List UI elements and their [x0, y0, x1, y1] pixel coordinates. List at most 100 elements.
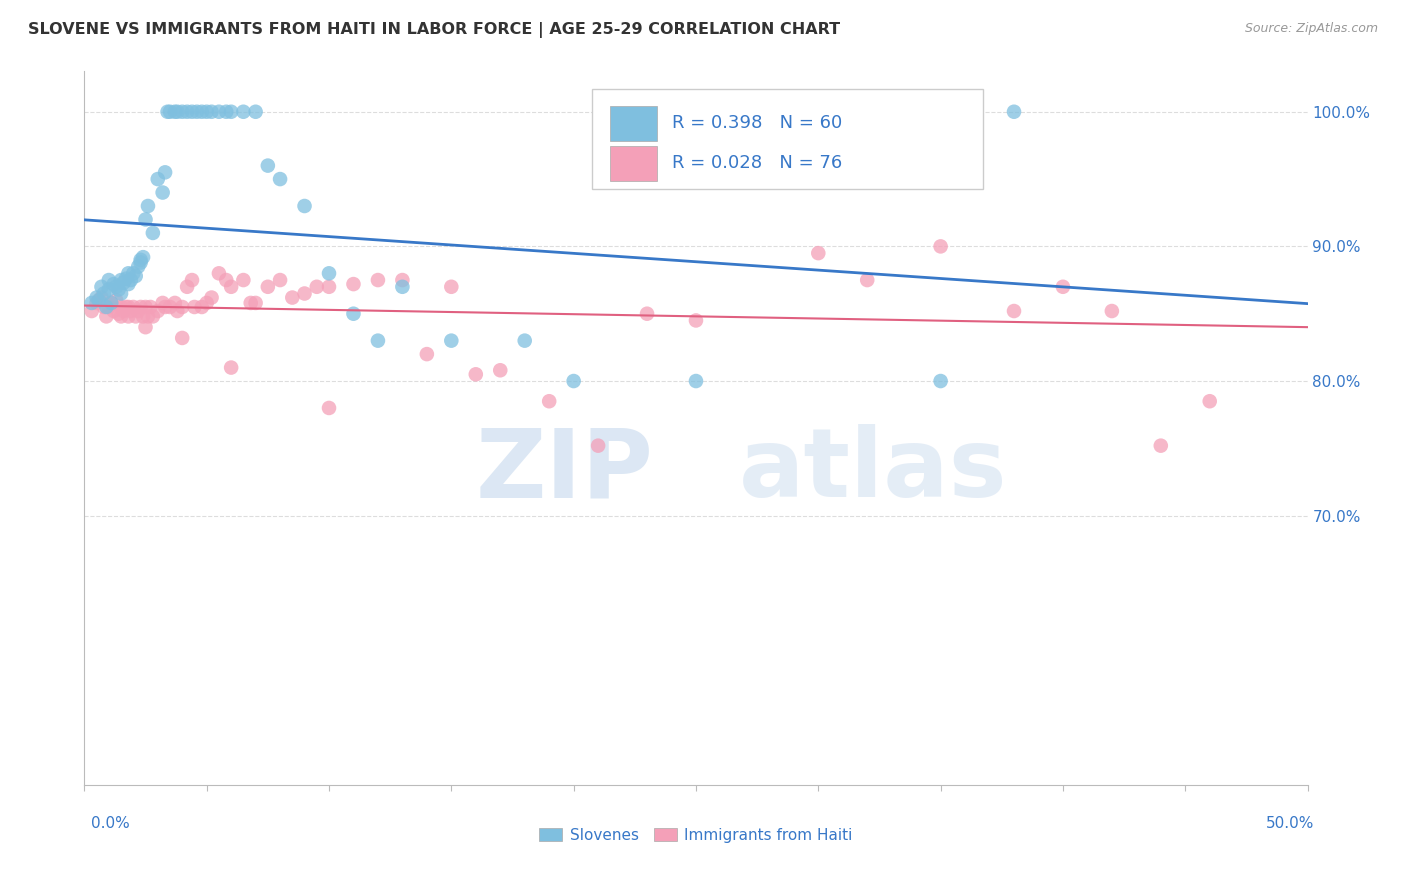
- Point: [856, 273, 879, 287]
- Point: [120, 304, 142, 318]
- Point: [129, 252, 152, 267]
- Point: [245, 296, 267, 310]
- Point: [117, 300, 139, 314]
- Point: [440, 334, 463, 348]
- Point: [186, 104, 208, 119]
- Point: [342, 277, 364, 291]
- Point: [86, 291, 108, 305]
- Point: [90, 291, 112, 305]
- Text: SLOVENE VS IMMIGRANTS FROM HAITI IN LABOR FORCE | AGE 25-29 CORRELATION CHART: SLOVENE VS IMMIGRANTS FROM HAITI IN LABO…: [28, 22, 841, 38]
- Point: [146, 304, 169, 318]
- Point: [129, 300, 152, 314]
- Point: [257, 159, 280, 173]
- Point: [97, 283, 120, 297]
- Point: [80, 304, 103, 318]
- Point: [163, 296, 186, 310]
- Point: [135, 320, 157, 334]
- Point: [159, 104, 181, 119]
- Bar: [610, 106, 657, 141]
- Point: [191, 300, 214, 314]
- Point: [758, 104, 780, 119]
- Point: [269, 273, 291, 287]
- Point: [489, 363, 512, 377]
- Point: [464, 368, 486, 382]
- Point: [125, 310, 148, 324]
- Point: [103, 304, 125, 318]
- Text: Source: ZipAtlas.com: Source: ZipAtlas.com: [1244, 22, 1378, 36]
- Point: [117, 310, 139, 324]
- Point: [136, 199, 159, 213]
- Point: [172, 300, 194, 314]
- Point: [93, 300, 115, 314]
- Point: [685, 313, 707, 327]
- Point: [1002, 104, 1025, 119]
- Point: [807, 246, 830, 260]
- Point: [1150, 439, 1173, 453]
- Point: [117, 266, 139, 280]
- Point: [294, 286, 316, 301]
- Point: [181, 104, 204, 119]
- Point: [112, 276, 135, 290]
- Point: [239, 296, 262, 310]
- Point: [391, 273, 413, 287]
- Point: [125, 268, 148, 283]
- Point: [1002, 304, 1025, 318]
- Point: [107, 307, 129, 321]
- Point: [122, 266, 145, 280]
- Point: [215, 273, 238, 287]
- Point: [139, 300, 162, 314]
- Point: [110, 273, 132, 287]
- Point: [195, 296, 218, 310]
- Point: [152, 186, 174, 200]
- Point: [87, 293, 110, 308]
- Point: [110, 300, 132, 314]
- Point: [103, 277, 125, 291]
- Point: [93, 286, 115, 301]
- Point: [96, 310, 118, 324]
- Point: [195, 104, 218, 119]
- Point: [115, 271, 138, 285]
- Point: [232, 104, 254, 119]
- Point: [245, 104, 267, 119]
- Text: ZIP: ZIP: [475, 425, 654, 517]
- Point: [172, 104, 194, 119]
- Point: [232, 273, 254, 287]
- Point: [172, 331, 194, 345]
- Point: [129, 255, 152, 269]
- Point: [538, 394, 561, 409]
- Point: [97, 273, 120, 287]
- Point: [208, 104, 231, 119]
- Point: [163, 104, 186, 119]
- Point: [586, 439, 609, 453]
- Text: R = 0.398   N = 60: R = 0.398 N = 60: [672, 114, 842, 132]
- Point: [176, 104, 198, 119]
- Bar: [592, 89, 983, 189]
- Point: [685, 374, 707, 388]
- Point: [152, 296, 174, 310]
- Point: [166, 104, 188, 119]
- Point: [367, 273, 389, 287]
- Point: [176, 280, 198, 294]
- Point: [305, 280, 328, 294]
- Point: [153, 165, 176, 179]
- Point: [562, 374, 585, 388]
- Point: [200, 291, 222, 305]
- Point: [105, 280, 128, 294]
- Point: [166, 304, 188, 318]
- Point: [1198, 394, 1220, 409]
- Point: [87, 293, 110, 308]
- Point: [153, 300, 176, 314]
- Point: [100, 296, 122, 310]
- Point: [367, 334, 389, 348]
- Point: [107, 283, 129, 297]
- Point: [318, 266, 340, 280]
- Text: R = 0.028   N = 76: R = 0.028 N = 76: [672, 153, 842, 171]
- Point: [391, 280, 413, 294]
- Point: [929, 374, 952, 388]
- Legend: Slovenes, Immigrants from Haiti: Slovenes, Immigrants from Haiti: [533, 822, 859, 848]
- Point: [200, 104, 222, 119]
- Point: [80, 296, 103, 310]
- Point: [215, 104, 238, 119]
- Point: [112, 304, 135, 318]
- Point: [219, 360, 242, 375]
